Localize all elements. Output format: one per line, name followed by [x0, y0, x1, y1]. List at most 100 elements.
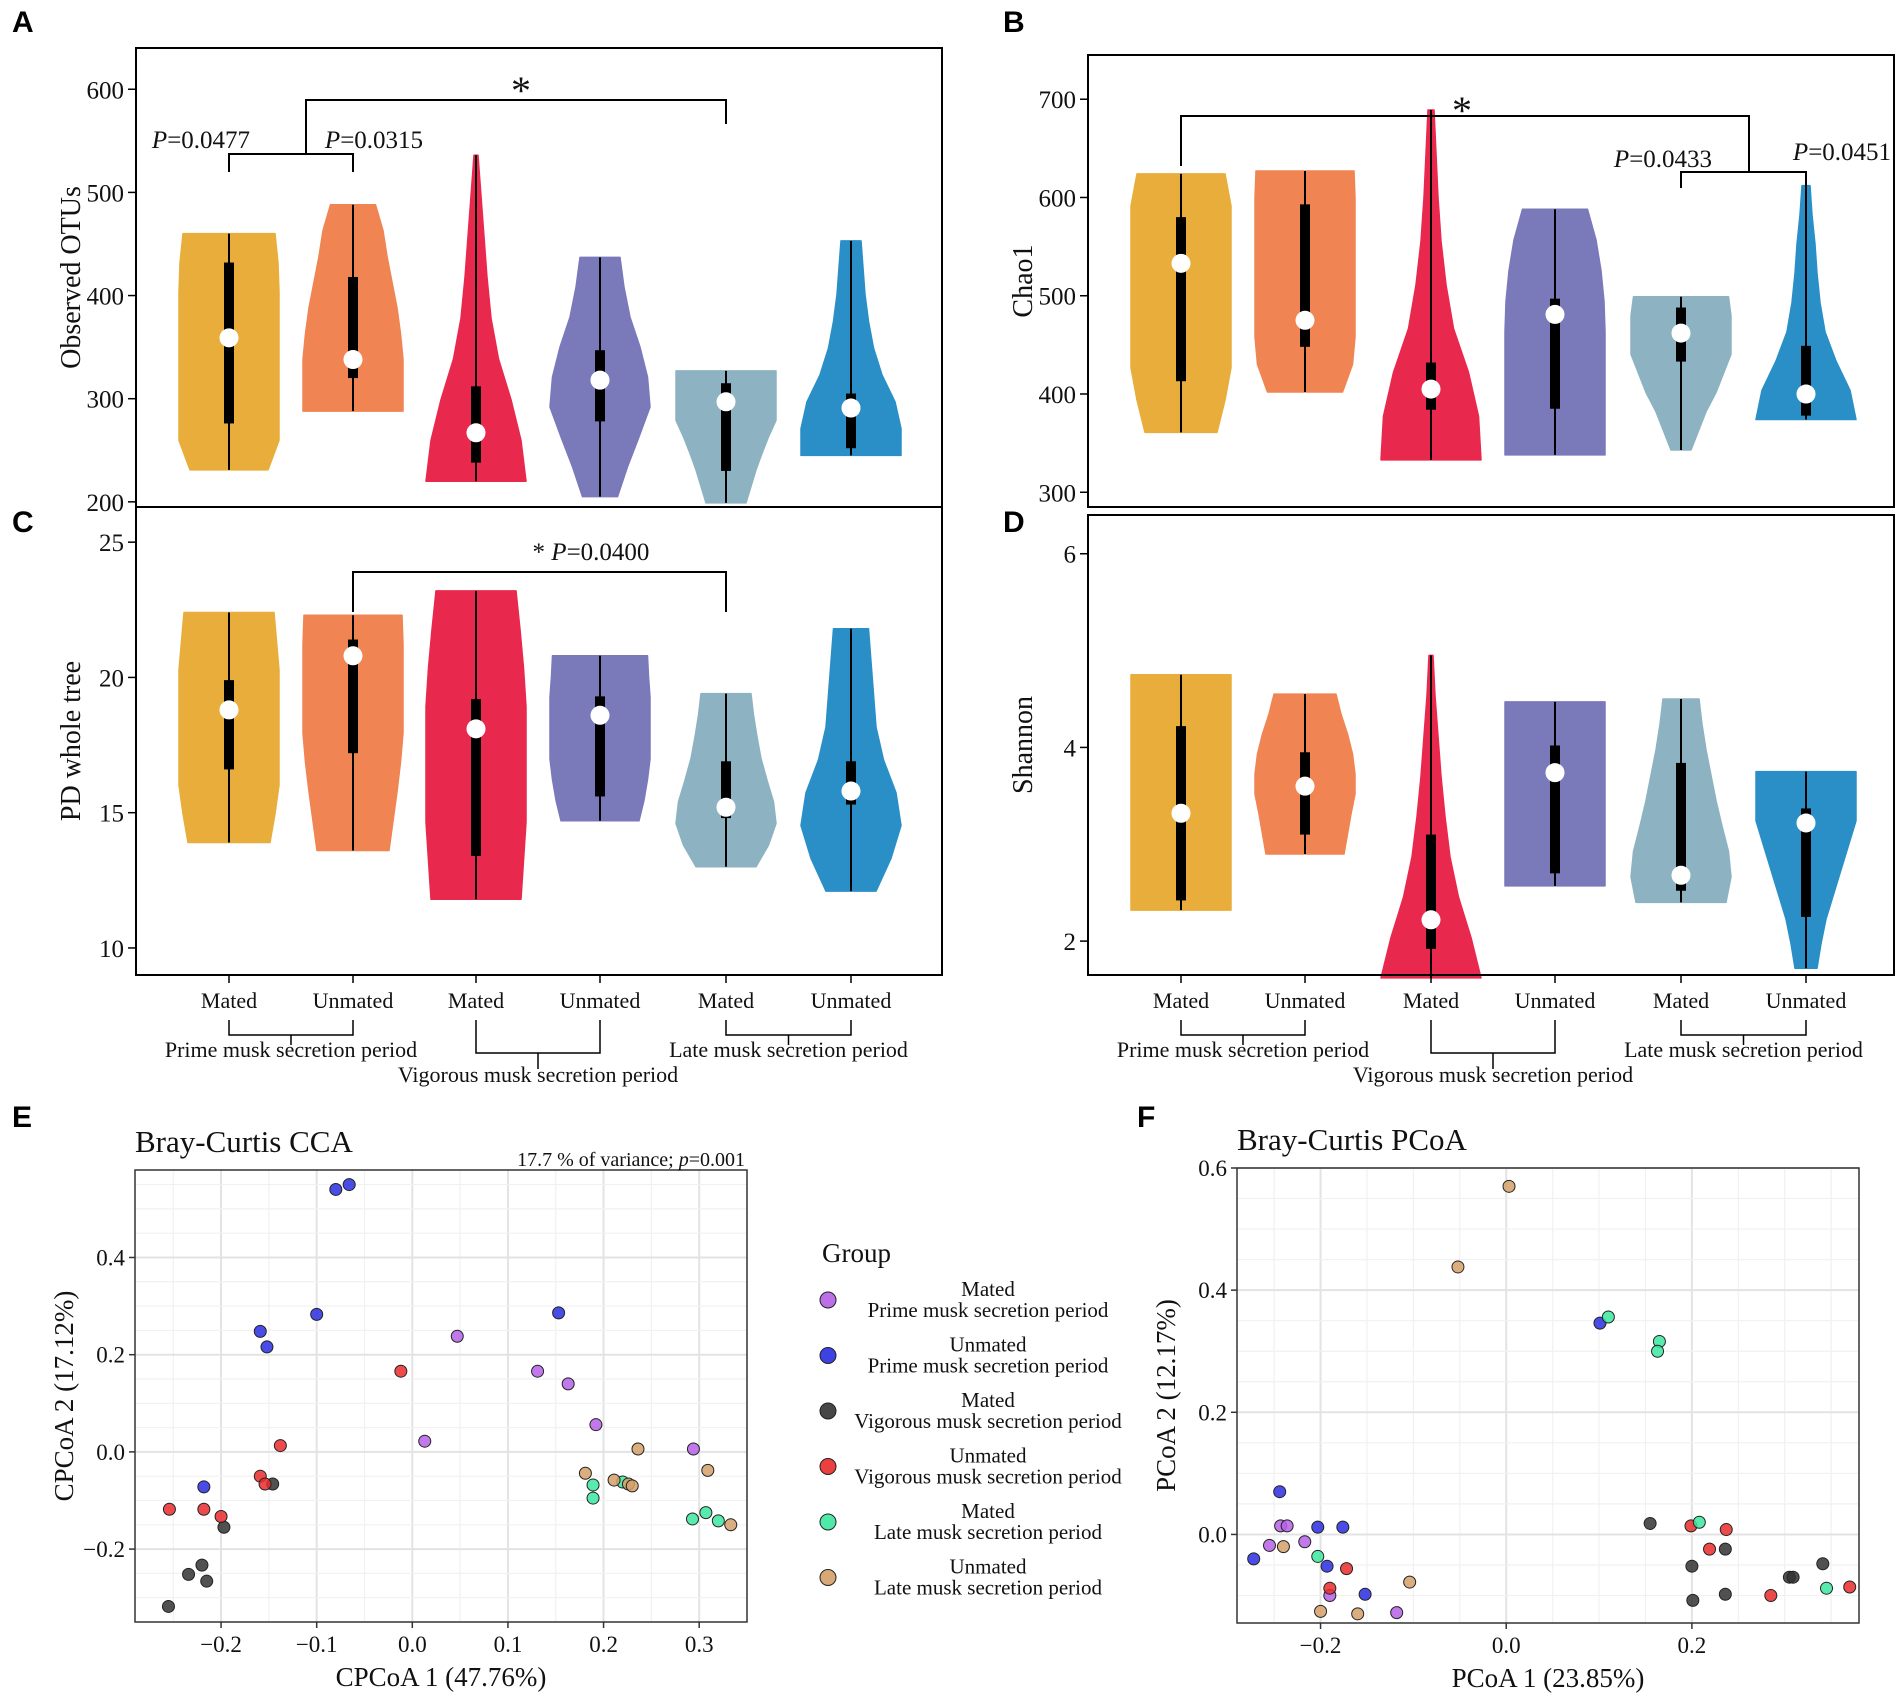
data-point: [701, 1463, 715, 1477]
data-point: [1843, 1580, 1857, 1594]
legend-label: Late musk secretion period: [874, 1576, 1103, 1600]
panel-letter-C: C: [12, 506, 34, 539]
x-tick-label: Unmated: [1265, 988, 1346, 1013]
sig-label: P=0.0433: [1613, 146, 1712, 173]
data-point: [552, 1306, 566, 1320]
legend-label: Unmated: [950, 1555, 1027, 1579]
data-point: [589, 1418, 603, 1432]
violin-median-point: [1545, 304, 1565, 324]
data-point: [685, 1512, 699, 1526]
data-point: [1820, 1581, 1834, 1595]
y-tick-label: 600: [87, 77, 125, 104]
x-tick-label: 0.3: [685, 1632, 714, 1657]
data-point: [450, 1329, 464, 1343]
violin-median-point: [841, 781, 861, 801]
violin-iqr-box: [1801, 345, 1811, 416]
y-tick-label: 4: [1064, 735, 1077, 762]
violin-median-point: [590, 370, 610, 390]
violin-median-point: [1171, 253, 1191, 273]
x-tick-label: 0.1: [494, 1632, 523, 1657]
chart-title: Bray-Curtis PCoA: [1237, 1122, 1468, 1157]
violin-4: [1630, 698, 1732, 904]
x-tick-label: Mated: [1153, 988, 1209, 1013]
legend-label: Mated: [961, 1277, 1015, 1301]
y-axis-label: Chao1: [1008, 244, 1039, 317]
panel-A: A 200 300 400 500 600 Observed OTUs P=0.0477 P=0…: [12, 6, 943, 517]
data-point: [310, 1307, 324, 1321]
data-point: [217, 1520, 231, 1534]
violin-median-point: [841, 398, 861, 418]
data-point: [631, 1442, 645, 1456]
x-tick-label: Unmated: [560, 988, 641, 1013]
data-point: [1340, 1562, 1354, 1576]
x-tick-label: 0.0: [1492, 1633, 1521, 1658]
legend-swatch: [819, 1569, 837, 1586]
violin-median-point: [1421, 910, 1441, 930]
violin-1: [302, 204, 404, 412]
violin-3: [549, 256, 651, 498]
y-tick-label: 200: [87, 490, 125, 517]
y-tick-label: 300: [87, 387, 125, 414]
violin-0: [178, 611, 280, 844]
data-point: [418, 1434, 432, 1448]
data-points: [161, 1178, 738, 1613]
violin-5: [800, 240, 902, 457]
legend-label: Unmated: [950, 1333, 1027, 1357]
violin-iqr-box: [1550, 745, 1560, 874]
violin-median-point: [1295, 776, 1315, 796]
data-point: [182, 1567, 196, 1581]
y-tick-label: 6: [1064, 542, 1077, 569]
panel-letter-E: E: [12, 1101, 32, 1134]
data-point: [531, 1364, 545, 1378]
panel-letter-A: A: [12, 6, 34, 39]
violin-iqr-box: [846, 393, 856, 449]
panel-B: B 300 400 500 600 700 Chao1 * P=0.0433 P=0.0451: [1003, 6, 1895, 508]
x-axis-label: CPCoA 1 (47.76%): [336, 1662, 547, 1692]
y-tick-label: 0.0: [1198, 1522, 1227, 1547]
violin-median-point: [219, 328, 239, 348]
plot-background: [1237, 1168, 1859, 1623]
violin-median-point: [1295, 310, 1315, 330]
data-point: [1262, 1538, 1276, 1552]
x-tick-label: Mated: [201, 988, 257, 1013]
violin-median-point: [466, 719, 486, 739]
violin-4: [675, 692, 777, 868]
data-point: [214, 1510, 228, 1524]
y-tick-label: 20: [99, 665, 124, 692]
data-point: [724, 1518, 738, 1532]
y-tick-label: 300: [1039, 480, 1077, 507]
violin-3: [1504, 701, 1606, 887]
period-bracket: [228, 1020, 354, 1036]
violin-median-point: [1796, 813, 1816, 833]
data-point: [1320, 1559, 1334, 1573]
legend-label: Mated: [961, 1388, 1015, 1412]
period-bracket: [1680, 1020, 1807, 1036]
sig-label: P=0.0477: [151, 127, 250, 154]
x-tick-label: Mated: [698, 988, 754, 1013]
violin-0: [1130, 173, 1232, 434]
data-point: [1403, 1575, 1417, 1589]
data-point: [1718, 1542, 1732, 1556]
violin-2: [1380, 654, 1482, 979]
violin-median-point: [219, 700, 239, 720]
data-point: [625, 1479, 639, 1493]
x-tick-label: −0.2: [1300, 1633, 1342, 1658]
sig-star: *: [511, 68, 531, 113]
sig-bracket: [305, 99, 727, 124]
data-point: [1703, 1542, 1717, 1556]
y-tick-label: 400: [1039, 382, 1077, 409]
violin-iqr-box: [1176, 217, 1186, 382]
violin-1: [1254, 170, 1356, 393]
legend-label: Late musk secretion period: [874, 1520, 1103, 1544]
data-point: [586, 1478, 600, 1492]
violin-iqr-box: [595, 696, 605, 797]
violin-1: [302, 614, 404, 852]
x-tick-label: 0.2: [1678, 1633, 1707, 1658]
period-bracket: [475, 1020, 601, 1054]
sig-label: P=0.0451: [1792, 139, 1891, 166]
violin-0: [1130, 674, 1232, 911]
data-point: [578, 1466, 592, 1480]
